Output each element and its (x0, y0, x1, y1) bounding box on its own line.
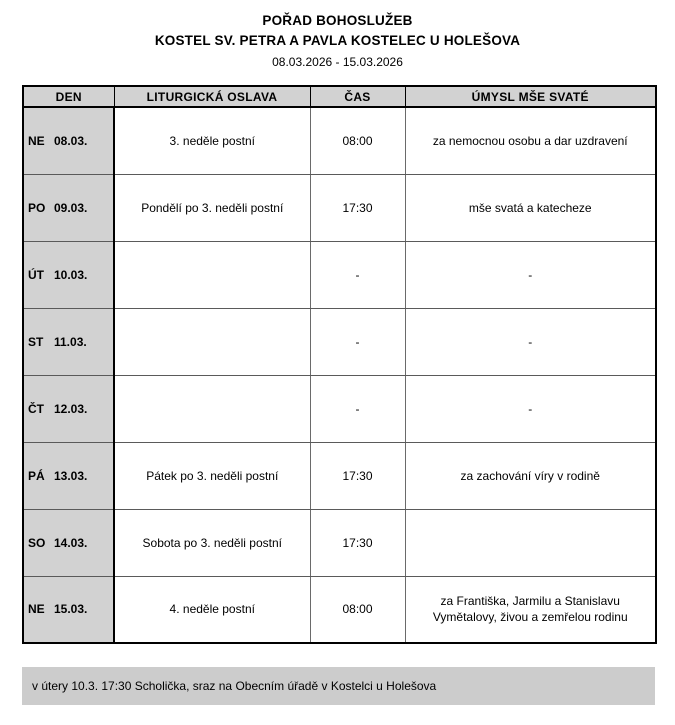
cell-time: 08:00 (310, 576, 406, 643)
cell-intention: za zachování víry v rodině (405, 442, 656, 510)
day-date: 12.03. (54, 401, 88, 416)
page-title-primary: POŘAD BOHOSLUŽEB (262, 13, 413, 28)
day-of-week: NE (28, 602, 45, 617)
cell-liturgy: Pátek po 3. neděli postní (114, 442, 311, 510)
day-of-week: ST (28, 334, 44, 349)
day-of-week: PO (28, 200, 46, 215)
day-of-week: SO (28, 535, 46, 550)
cell-day: ČT 12.03. (23, 375, 115, 443)
cell-intention: za Františka, Jarmilu a Stanislavu Vymět… (432, 594, 628, 625)
day-of-week: NE (28, 133, 45, 148)
page-header: POŘAD BOHOSLUŽEB KOSTEL SV. PETRA A PAVL… (0, 0, 675, 71)
footer-note-text: v útery 10.3. 17:30 Scholička, sraz na O… (32, 679, 437, 693)
cell-liturgy (114, 375, 311, 443)
day-date: 08.03. (54, 133, 88, 148)
cell-intention (405, 509, 656, 577)
table-row: NE 08.03. 3. neděle postní 08:00 za nemoc… (23, 107, 656, 175)
schedule-table-container: DEN LITURGICKÁ OSLAVA ČAS ÚMYSL MŠE SVAT… (22, 85, 657, 644)
table-row: PÁ 13.03. Pátek po 3. neděli postní 17:30… (23, 442, 656, 510)
cell-intention: - (405, 241, 656, 309)
cell-time: - (310, 308, 406, 376)
cell-intention: za nemocnou osobu a dar uzdravení (405, 107, 656, 175)
cell-day: SO 14.03. (23, 509, 115, 577)
day-date: 11.03. (54, 334, 87, 349)
cell-day: PÁ 13.03. (23, 442, 115, 510)
page-title-secondary: KOSTEL SV. PETRA A PAVLA KOSTELEC U HOLE… (154, 33, 521, 48)
cell-day: ST 11.03. (23, 308, 115, 376)
cell-day: NE 15.03. (23, 576, 115, 643)
table-row: ÚT 10.03. - - (23, 241, 656, 309)
day-date: 09.03. (54, 200, 88, 215)
table-header-row: DEN LITURGICKÁ OSLAVA ČAS ÚMYSL MŠE SVAT… (23, 86, 656, 108)
cell-intention: - (405, 375, 656, 443)
cell-time: 17:30 (310, 174, 406, 242)
cell-day: NE 08.03. (23, 107, 115, 175)
cell-intention: - (405, 308, 656, 376)
table-row: NE 15.03. 4. neděle postní 08:00 za Frant… (23, 576, 656, 643)
column-header-time: ČAS (310, 86, 406, 108)
footer-note: v útery 10.3. 17:30 Scholička, sraz na O… (22, 667, 655, 705)
cell-liturgy: 3. neděle postní (114, 107, 311, 175)
cell-time: 08:00 (310, 107, 406, 175)
day-date: 13.03. (54, 468, 88, 483)
cell-liturgy: Pondělí po 3. neděli postní (114, 174, 311, 242)
cell-time: - (310, 241, 406, 309)
cell-liturgy: 4. neděle postní (114, 576, 311, 643)
day-date: 10.03. (54, 267, 88, 282)
table-row: SO 14.03. Sobota po 3. neděli postní 17:3… (23, 509, 656, 577)
day-of-week: ÚT (28, 267, 44, 282)
table-row: ČT 12.03. - - (23, 375, 656, 443)
cell-liturgy (114, 308, 311, 376)
day-date: 14.03. (54, 535, 88, 550)
date-range-label: 08.03.2026 - 15.03.2026 (272, 55, 403, 69)
schedule-table-body: NE 08.03. 3. neděle postní 08:00 za nemoc… (23, 107, 656, 643)
cell-time: 17:30 (310, 509, 406, 577)
schedule-table: DEN LITURGICKÁ OSLAVA ČAS ÚMYSL MŠE SVAT… (22, 85, 657, 644)
column-header-intention: ÚMYSL MŠE SVATÉ (405, 86, 656, 108)
cell-time: 17:30 (310, 442, 406, 510)
column-header-liturgy: LITURGICKÁ OSLAVA (114, 86, 311, 108)
cell-liturgy (114, 241, 311, 309)
cell-time: - (310, 375, 406, 443)
cell-liturgy: Sobota po 3. neděli postní (114, 509, 311, 577)
column-header-den: DEN (23, 86, 115, 108)
cell-day: ÚT 10.03. (23, 241, 115, 309)
day-of-week: PÁ (28, 468, 45, 483)
table-row: ST 11.03. - - (23, 308, 656, 376)
cell-day: PO 09.03. (23, 174, 115, 242)
day-date: 15.03. (54, 602, 88, 617)
cell-intention: mše svatá a katecheze (405, 174, 656, 242)
day-of-week: ČT (28, 401, 44, 416)
table-row: PO 09.03. Pondělí po 3. neděli postní 17:… (23, 174, 656, 242)
